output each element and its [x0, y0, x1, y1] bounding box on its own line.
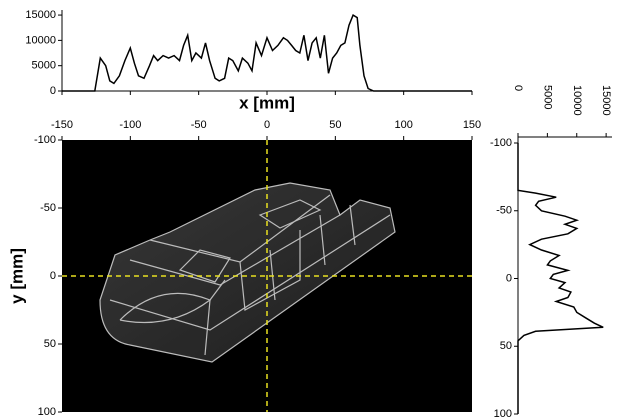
y-tick-label: 5000	[32, 60, 56, 72]
x-tick-label: 0	[264, 119, 270, 131]
x-tick-label: -150	[51, 119, 73, 131]
profile-line	[62, 15, 472, 91]
y-tick-label: 10000	[25, 34, 56, 46]
y-tick-label: 50	[500, 340, 512, 352]
y-tick-label: 100	[38, 406, 56, 418]
profile-line	[518, 143, 603, 414]
x-tick-label: 0	[512, 85, 524, 91]
y-tick-label: -100	[34, 134, 56, 146]
y-tick-label: 15000	[25, 9, 56, 21]
y-tick-label: -50	[40, 202, 56, 214]
x-tick-label: -50	[191, 119, 207, 131]
x-tick-label: 5000	[541, 85, 553, 109]
y-tick-label: 50	[44, 338, 56, 350]
x-tick-label: 10000	[571, 85, 583, 116]
y-axis-title: y [mm]	[7, 248, 26, 304]
y-tick-label: 0	[50, 85, 56, 97]
y-tick-label: -100	[490, 137, 512, 149]
x-tick-label: 100	[394, 119, 412, 131]
x-axis-title: x [mm]	[239, 93, 295, 112]
y-tick-label: 0	[506, 272, 512, 284]
x-tick-label: 15000	[600, 85, 612, 116]
x-tick-label: -100	[119, 119, 141, 131]
y-tick-label: -50	[496, 205, 512, 217]
chart: 050001000015000x [mm]y [mm]-150-100-5005…	[0, 0, 618, 420]
x-tick-label: 150	[463, 119, 481, 131]
x-tick-label: 50	[329, 119, 341, 131]
y-tick-label: 0	[50, 270, 56, 282]
y-tick-label: 100	[494, 408, 512, 420]
